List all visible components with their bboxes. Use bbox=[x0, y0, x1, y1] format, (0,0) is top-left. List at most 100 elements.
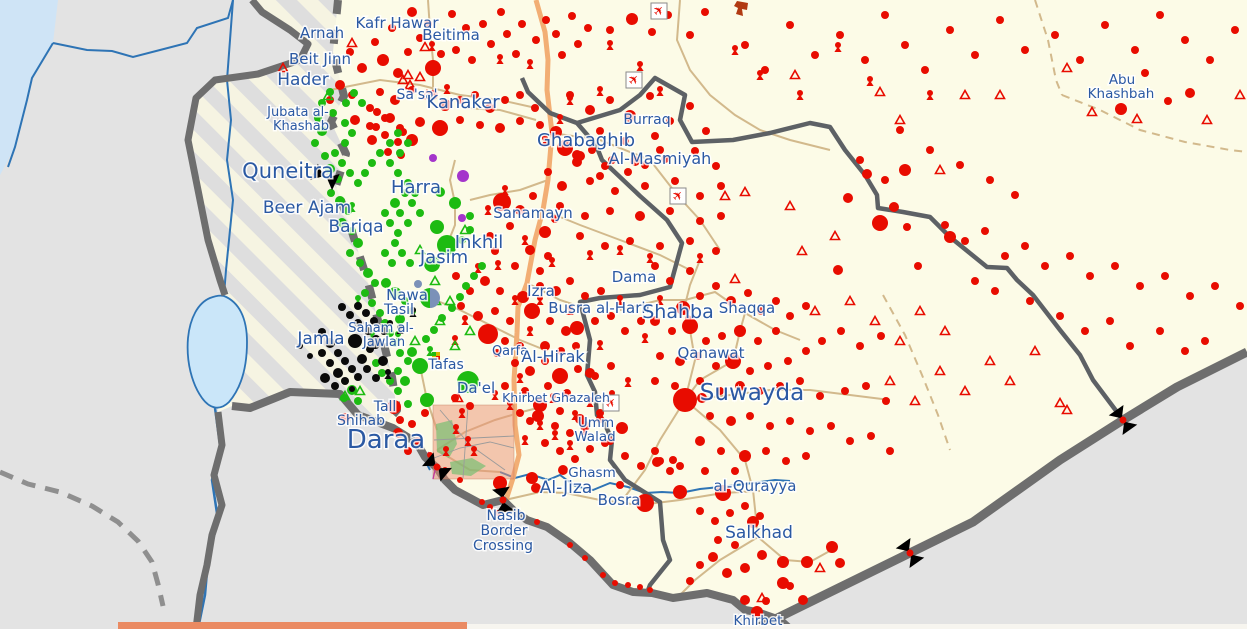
red-settlement-dot bbox=[722, 568, 732, 578]
red-settlement-dot bbox=[485, 103, 495, 113]
red-settlement-dot bbox=[656, 146, 664, 154]
red-hill-marker bbox=[516, 373, 524, 383]
red-settlement-dot bbox=[486, 232, 494, 240]
red-settlement-dot bbox=[596, 172, 604, 180]
red-settlement-dot bbox=[466, 402, 474, 410]
red-settlement-dot bbox=[556, 447, 564, 455]
red-settlement-dot bbox=[390, 95, 400, 105]
red-settlement-dot bbox=[651, 377, 659, 385]
place-label: Jubata al- bbox=[266, 105, 329, 120]
green-settlement-dot bbox=[394, 229, 402, 237]
red-settlement-dot bbox=[531, 104, 539, 112]
red-hill-marker bbox=[636, 61, 644, 71]
red-settlement-dot bbox=[533, 398, 547, 412]
red-settlement-dot bbox=[956, 161, 964, 169]
red-hill-marker bbox=[526, 326, 534, 336]
black-settlement-dot bbox=[297, 343, 303, 349]
green-settlement-dot bbox=[317, 126, 327, 136]
red-settlement-dot bbox=[340, 413, 350, 423]
green-settlement-dot bbox=[412, 358, 428, 374]
red-settlement-dot bbox=[541, 439, 549, 447]
red-settlement-dot bbox=[757, 550, 767, 560]
red-settlement-dot bbox=[636, 494, 654, 512]
black-settlement-dot bbox=[349, 386, 355, 392]
red-settlement-dot bbox=[550, 126, 562, 138]
red-settlement-dot bbox=[686, 237, 694, 245]
red-settlement-dot bbox=[826, 541, 838, 553]
black-settlement-dot bbox=[362, 309, 370, 317]
red-settlement-dot bbox=[601, 162, 609, 170]
red-settlement-dot bbox=[357, 63, 367, 73]
red-hilltop-triangle bbox=[397, 73, 409, 85]
red-settlement-dot bbox=[381, 131, 389, 139]
green-hilltop-triangle bbox=[339, 389, 351, 401]
red-settlement-dot bbox=[493, 476, 507, 490]
red-settlement-dot bbox=[652, 457, 662, 467]
red-hill-marker bbox=[496, 54, 504, 64]
red-settlement-dot bbox=[478, 324, 498, 344]
red-settlement-dot bbox=[372, 123, 380, 131]
green-settlement-dot bbox=[437, 235, 457, 255]
red-settlement-dot bbox=[556, 407, 564, 415]
place-label: Shihab bbox=[337, 413, 385, 429]
green-hilltop-triangle bbox=[464, 324, 476, 336]
red-settlement-dot bbox=[457, 477, 463, 483]
black-settlement-dot bbox=[357, 354, 367, 364]
green-settlement-dot bbox=[424, 256, 440, 272]
red-hilltop-triangle bbox=[959, 384, 971, 396]
red-settlement-dot bbox=[600, 572, 606, 578]
green-settlement-dot bbox=[376, 149, 384, 157]
red-settlement-dot bbox=[373, 108, 381, 116]
red-settlement-dot bbox=[448, 10, 456, 18]
red-settlement-dot bbox=[606, 207, 614, 215]
red-settlement-dot bbox=[1236, 302, 1244, 310]
red-hill-marker bbox=[571, 410, 579, 420]
black-settlement-dot bbox=[348, 334, 362, 348]
red-settlement-dot bbox=[941, 221, 949, 229]
red-settlement-dot bbox=[544, 168, 552, 176]
red-settlement-dot bbox=[532, 36, 540, 44]
black-settlement-dot bbox=[333, 368, 343, 378]
red-settlement-dot bbox=[612, 580, 618, 586]
black-settlement-dot bbox=[387, 320, 393, 326]
green-settlement-dot bbox=[420, 393, 434, 407]
black-settlement-dot bbox=[320, 373, 330, 383]
red-hilltop-triangle bbox=[789, 68, 801, 80]
red-settlement-dot bbox=[772, 327, 780, 335]
red-settlement-dot bbox=[856, 342, 864, 350]
place-label: Hader bbox=[277, 70, 328, 90]
border-crossing-icon bbox=[895, 538, 925, 568]
red-hill-marker bbox=[646, 253, 654, 263]
red-settlement-dot bbox=[711, 517, 719, 525]
black-settlement-dot bbox=[378, 356, 388, 366]
red-settlement-dot bbox=[981, 227, 989, 235]
black-settlement-dot bbox=[318, 328, 326, 336]
place-label: Arnah bbox=[300, 24, 344, 42]
place-label: Khirbet Ghazaleh bbox=[502, 390, 610, 405]
red-settlement-dot bbox=[581, 212, 589, 220]
red-settlement-dot bbox=[676, 301, 690, 315]
red-settlement-dot bbox=[496, 287, 504, 295]
green-settlement-dot bbox=[341, 139, 349, 147]
red-hill-marker bbox=[581, 425, 589, 435]
place-label: Nasib bbox=[486, 508, 525, 524]
red-settlement-dot bbox=[734, 325, 746, 337]
green-settlement-dot bbox=[404, 219, 412, 227]
red-settlement-dot bbox=[511, 262, 519, 270]
red-settlement-dot bbox=[899, 164, 911, 176]
red-settlement-dot bbox=[686, 267, 694, 275]
red-hilltop-triangle bbox=[1004, 374, 1016, 386]
red-settlement-dot bbox=[796, 377, 804, 385]
red-settlement-dot bbox=[696, 192, 704, 200]
green-settlement-dot bbox=[348, 227, 356, 235]
red-hilltop-triangle bbox=[1054, 396, 1066, 408]
red-settlement-dot bbox=[585, 368, 595, 378]
red-settlement-dot bbox=[552, 30, 560, 38]
region-west-outside bbox=[0, 0, 308, 629]
red-hilltop-triangle bbox=[914, 304, 926, 316]
red-settlement-dot bbox=[452, 46, 460, 54]
red-settlement-dot bbox=[567, 542, 573, 548]
